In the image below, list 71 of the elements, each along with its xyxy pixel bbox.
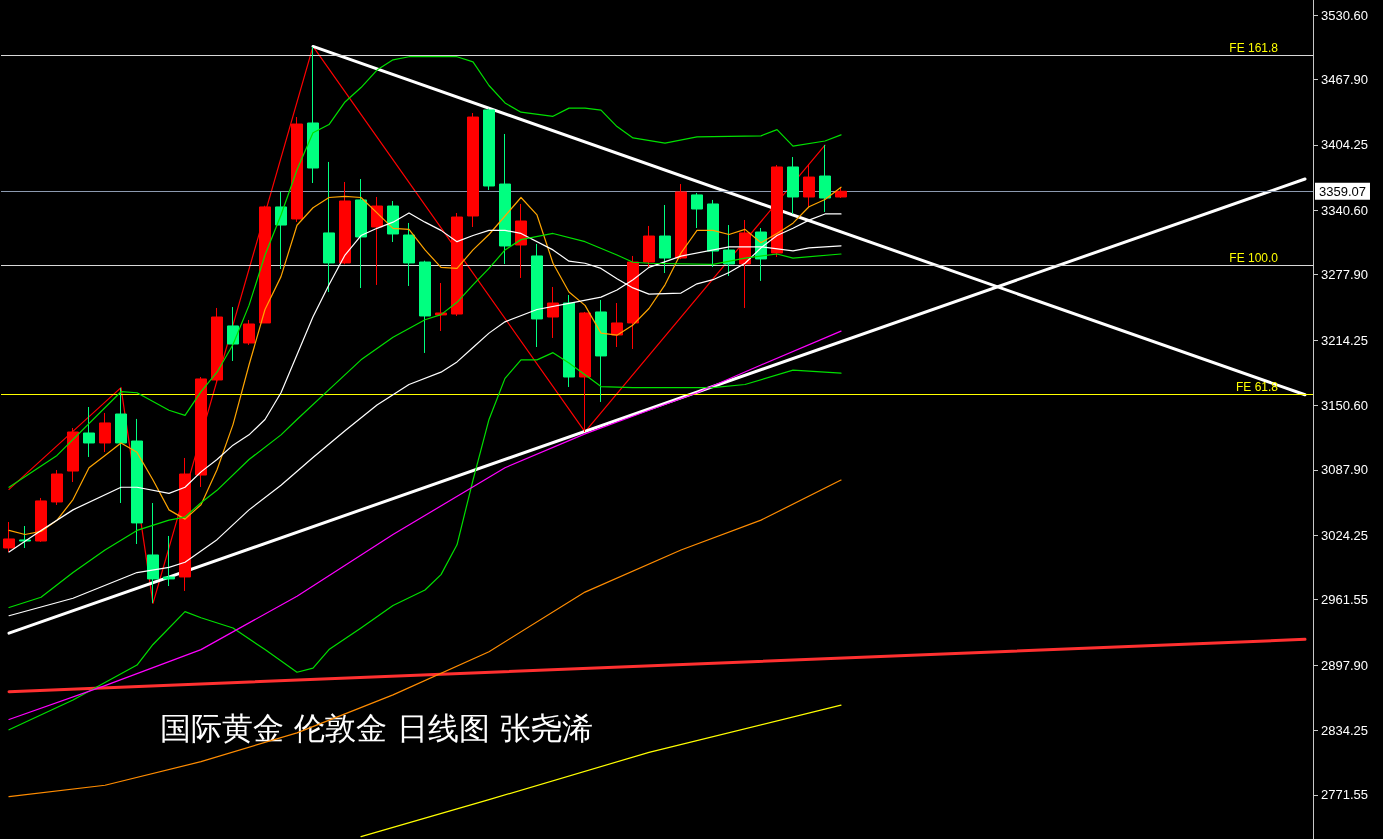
candlestick — [355, 178, 367, 289]
candlestick — [531, 243, 543, 348]
line-series — [8, 479, 842, 798]
candlestick — [131, 418, 143, 545]
candlestick — [467, 112, 479, 228]
candlestick — [451, 212, 463, 317]
ref-line-label: FE 100.0 — [1229, 251, 1279, 266]
candlestick — [3, 521, 15, 553]
candlestick — [739, 219, 751, 309]
y-tick-label: 3087.90 — [1321, 462, 1368, 478]
candlestick — [435, 282, 447, 332]
candlestick — [259, 205, 271, 324]
ref-line-label: FE 61.8 — [1235, 379, 1279, 394]
candlestick — [803, 163, 815, 208]
candlestick — [227, 306, 239, 362]
candlestick — [275, 191, 287, 270]
candlestick — [387, 200, 399, 243]
y-tick-label: 3150.60 — [1321, 397, 1368, 413]
candlestick — [51, 469, 63, 506]
candlestick — [707, 199, 719, 268]
candlestick — [675, 183, 687, 260]
y-tick-label: 2834.25 — [1321, 723, 1368, 739]
candlestick — [195, 376, 207, 488]
line-series — [8, 56, 842, 488]
candlestick — [515, 203, 527, 279]
candlestick — [627, 255, 639, 350]
candlestick — [483, 108, 495, 191]
candlestick — [819, 144, 831, 213]
y-tick-label: 2897.90 — [1321, 657, 1368, 673]
candlestick — [723, 224, 735, 277]
candlestick — [547, 286, 559, 339]
candlestick — [19, 525, 31, 549]
y-tick-label: 3467.90 — [1321, 71, 1368, 87]
y-tick-label: 3024.25 — [1321, 527, 1368, 543]
candlestick — [35, 497, 47, 543]
candlestick — [211, 307, 223, 383]
candlestick — [163, 535, 175, 587]
ref-line-label: 3359.07 — [1319, 183, 1366, 199]
y-tick-label: 3530.60 — [1321, 7, 1368, 23]
candlestick — [659, 204, 671, 274]
candlestick — [835, 186, 847, 199]
candlestick — [115, 387, 127, 504]
y-tick-label: 3404.25 — [1321, 137, 1368, 153]
candlestick — [307, 46, 319, 184]
candlestick — [611, 302, 623, 348]
y-tick-label: 2771.55 — [1321, 787, 1368, 803]
candlestick — [787, 156, 799, 215]
candlestick — [643, 225, 655, 268]
y-tick-label: 3340.60 — [1321, 202, 1368, 218]
candlestick — [67, 427, 79, 483]
candlestick — [83, 406, 95, 458]
ref-line-label: FE 161.8 — [1229, 40, 1279, 55]
candlestick — [243, 319, 255, 346]
candlestick — [371, 196, 383, 286]
y-tick-label: 3214.25 — [1321, 332, 1368, 348]
candlestick — [771, 164, 783, 258]
candlestick — [339, 181, 351, 265]
candlestick — [595, 299, 607, 403]
candlestick — [419, 260, 431, 354]
candlestick — [99, 412, 111, 453]
candlestick — [179, 457, 191, 592]
y-tick-label: 2961.55 — [1321, 592, 1368, 608]
candlestick — [291, 116, 303, 223]
candlestick — [403, 222, 415, 287]
candlestick — [147, 502, 159, 604]
candlestick — [579, 311, 591, 433]
candlestick — [323, 161, 335, 293]
candlestick — [499, 133, 511, 265]
candlestick — [691, 192, 703, 229]
candlestick — [563, 294, 575, 388]
y-tick-label: 3277.90 — [1321, 267, 1368, 283]
